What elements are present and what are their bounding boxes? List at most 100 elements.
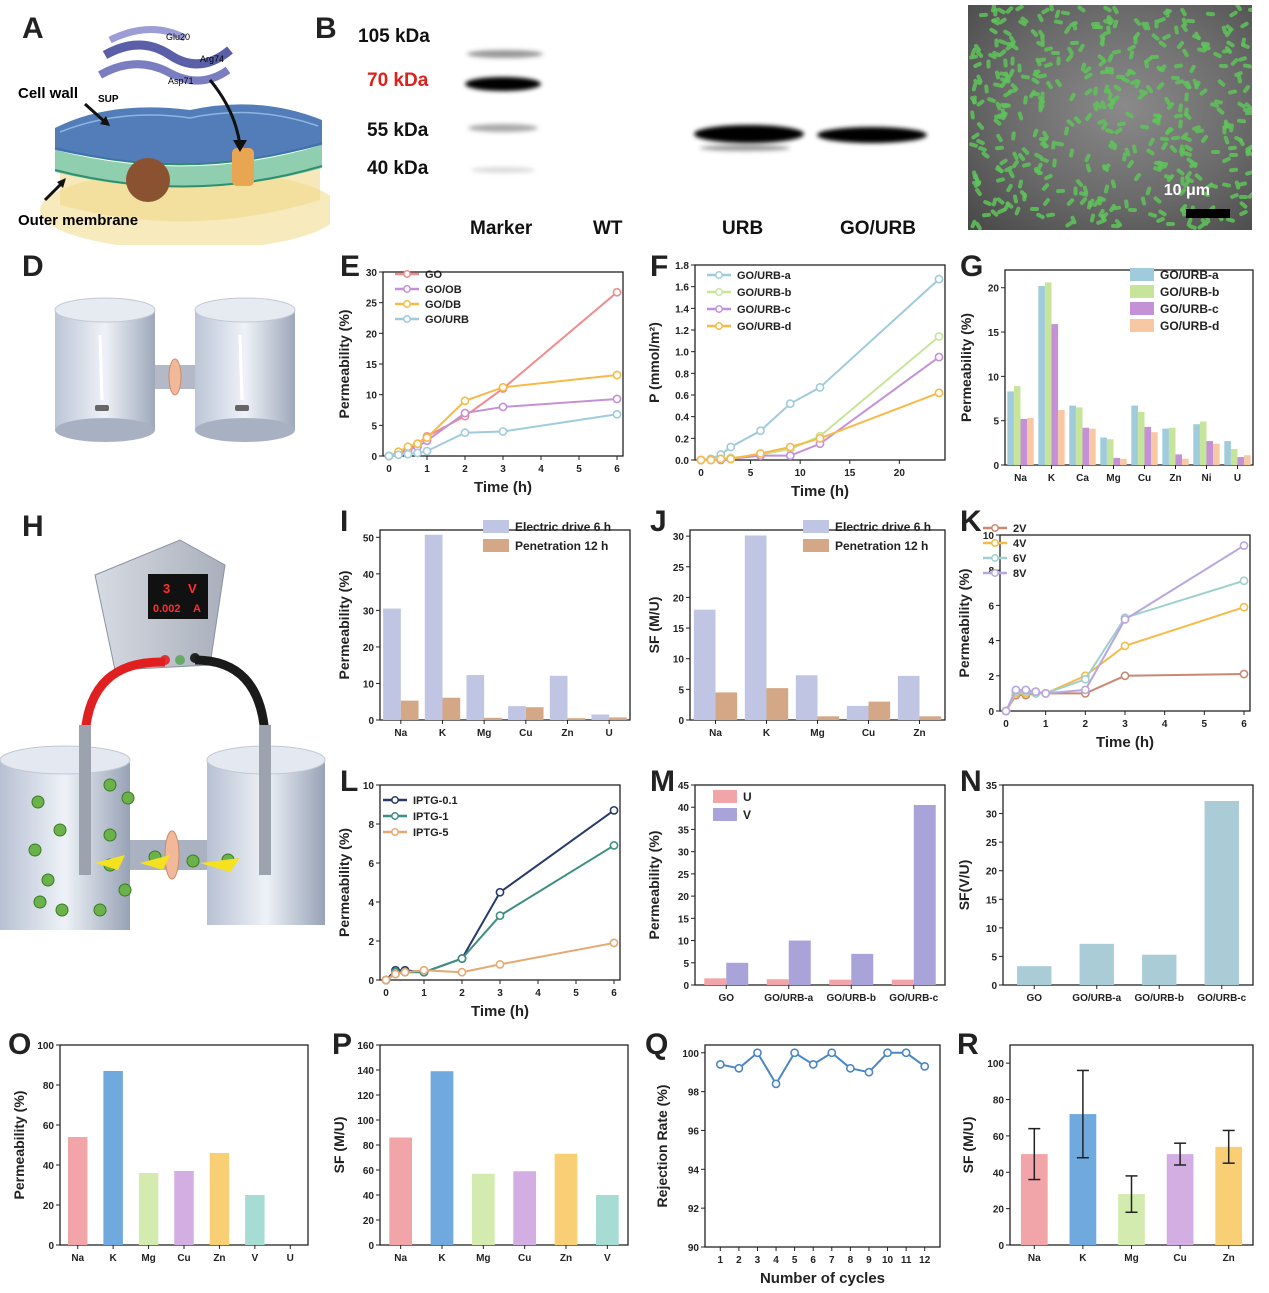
bacterium [1228,10,1239,19]
y-axis-label: SF (M/U) [331,1117,347,1174]
category-label: Zn [913,728,925,739]
y-tick-label: 40 [993,1168,1005,1179]
bacterium [1041,197,1051,208]
y-tick-label: 60 [43,1121,55,1132]
bacterium [1014,5,1025,12]
lane-wt: WT [593,218,623,239]
category-label: Mg [1124,1253,1138,1264]
legend-label: 4V [1013,538,1027,550]
bacterium [974,186,984,197]
data-point [1120,615,1130,624]
y-tick-label: 2 [368,937,374,948]
bacterium [1127,207,1137,213]
chart-f-permeance-time: 0.0 0.2 0.4 0.6 0.8 1.0 1.2 1.4 1.6 1.8 P (mmol/m²… [646,261,946,500]
bar [726,962,749,985]
data-point [883,1048,892,1058]
bar [1144,426,1152,465]
cell-envelope-illustration: Cell wall Outer membrane SUP Glu20 Arg74… [18,26,330,245]
legend-label: Electric drive 6 h [835,520,931,534]
bar [1106,439,1114,465]
y-tick-label: 20 [986,867,998,878]
bacterium [1238,208,1249,217]
lane-urb: URB [722,218,764,239]
data-point [1001,706,1011,716]
y-tick-label: 10 [366,391,378,402]
y-axis-label: SF(V/U) [956,860,972,911]
x-axis-label: Time (h) [791,483,849,500]
bar [400,700,419,720]
bacterium [996,196,1006,206]
bacterium [976,121,986,131]
x-axis-label: Time (h) [471,1003,529,1020]
category-label: Na [394,1253,407,1264]
x-tick-label: 1 [1043,719,1049,730]
data-point [1080,674,1090,684]
y-tick-label: 35 [678,825,690,836]
data-point [1239,669,1249,679]
chart-n-sf-vu: 0 5 10 15 20 25 30 35 SF(V/U) GO GO/URB-a GO/URB-b G… [956,781,1254,1004]
category-label: GO [718,993,734,1004]
bar [1013,386,1021,465]
bacterium [1116,121,1127,128]
legend-label: GO/OB [425,284,462,296]
data-point [1239,576,1249,586]
legend-swatch [483,520,509,533]
category-label: Cu [1173,1253,1186,1264]
bacterium [988,27,999,36]
data-point [460,396,470,406]
scale-bar-label: 10 μm [1163,182,1210,199]
chart-j-selectivity: 0 5 10 15 20 25 30 SF (M/U) Na K Mg Cu Zn Electric dr… [646,520,946,739]
bacterium [1005,183,1014,194]
bar [513,1171,537,1245]
bacterium [1133,35,1138,45]
bacterium [1221,156,1232,165]
membrane-protein-sphere [126,158,170,202]
plot-frame [379,529,631,721]
bar [1069,405,1076,465]
bacterium [1089,213,1096,224]
bacterium [974,220,983,230]
legend-label: GO/URB-c [737,304,791,316]
bar [1017,966,1052,985]
category-label: Ni [1202,473,1212,484]
y-tick-label: 10 [983,531,995,542]
bacterium [1011,150,1020,161]
x-tick-label: 9 [866,1255,872,1266]
legend-swatch [1130,285,1154,298]
data-point [771,1079,781,1089]
y-tick-label: 6 [988,601,994,612]
bacterium [986,96,997,104]
bacterium [1050,50,1060,55]
bacterium [1238,181,1248,188]
panel-label-f: F [650,250,669,283]
bacterium [1084,112,1094,123]
bacterium [1247,7,1252,13]
bacterium [1036,13,1045,24]
bar [383,608,401,720]
bar [744,535,767,720]
y-axis-label: Permeability (%) [11,1091,27,1200]
y-tick-label: 0 [998,1241,1004,1252]
chart-g-ion-permeability: 0 5 10 15 20 Permeability (%) Na K Ca Mg Cu Zn Ni U GO… [958,268,1254,484]
y-tick-label: 0 [371,452,377,463]
y-tick-label: 45 [678,781,690,792]
legend-marker [391,812,399,820]
category-label: Na [394,728,407,739]
membrane-disc [168,358,182,396]
bacterium [1091,21,1101,27]
data-point [934,352,944,362]
panel-label-d: D [22,250,44,283]
y-tick-label: 140 [357,1066,374,1077]
bar [829,979,852,985]
bar [103,1071,123,1245]
bar [693,609,716,720]
bar [1199,421,1207,465]
bacterium [1181,48,1190,59]
chart-o-permeability: 0 20 40 60 80 100 Permeability (%) Na K Mg Cu Zn V U [11,1041,309,1264]
bacterium [1056,56,1062,66]
bacterium [1155,216,1166,224]
bacterium [1198,87,1208,97]
category-label: Cu [1138,473,1151,484]
bacterium [1236,118,1246,124]
